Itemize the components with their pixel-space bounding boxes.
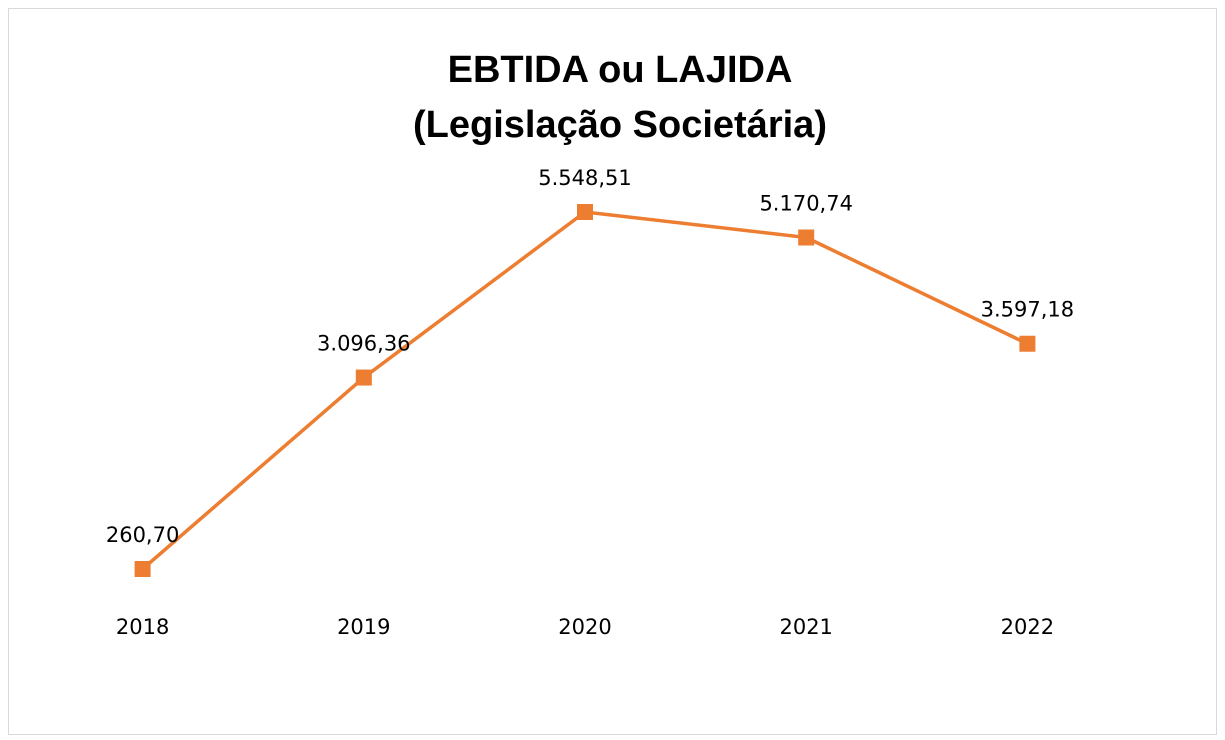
data-label: 5.170,74 <box>759 192 853 216</box>
x-tick-label: 2020 <box>558 615 611 639</box>
data-label: 260,70 <box>106 523 179 547</box>
marker <box>134 561 151 577</box>
chart-border <box>8 8 1217 735</box>
marker <box>798 229 815 246</box>
marker <box>577 204 593 220</box>
x-tick-label: 2021 <box>779 615 832 639</box>
marker <box>1019 335 1036 352</box>
data-label: 3.096,36 <box>317 332 411 356</box>
chart-title: (Legislação Societária) <box>413 104 827 146</box>
chart-title: EBTIDA ou LAJIDA <box>448 49 793 91</box>
x-tick-label: 2018 <box>116 615 169 639</box>
x-tick-label: 2022 <box>1001 615 1054 639</box>
x-tick-label: 2019 <box>337 615 390 639</box>
data-label: 5.548,51 <box>538 166 632 190</box>
data-label: 3.597,18 <box>981 298 1075 322</box>
marker <box>355 369 372 386</box>
